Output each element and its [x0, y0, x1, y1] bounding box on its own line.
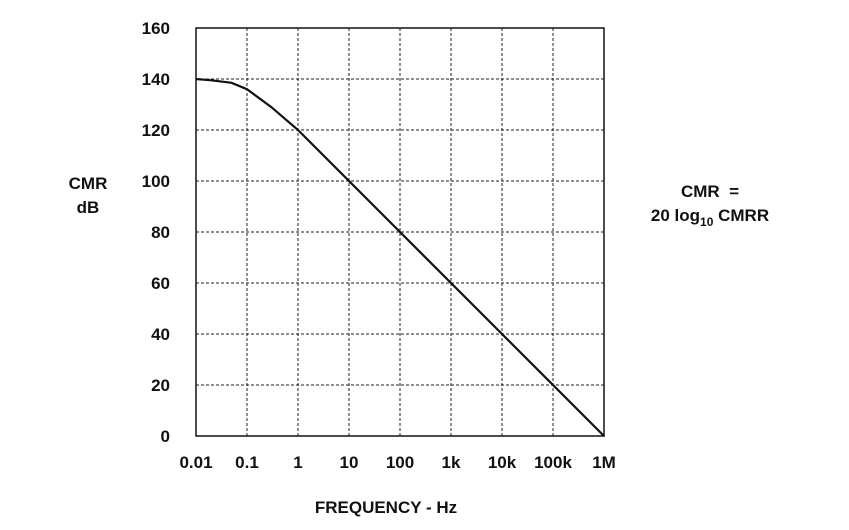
x-axis-label: FREQUENCY - Hz [315, 498, 457, 517]
annotation-line1: CMR = [681, 182, 739, 201]
y-tick-label: 0 [161, 427, 170, 446]
annotation-suffix: CMRR [713, 206, 769, 225]
y-axis-label-line1: CMR [69, 174, 108, 193]
x-tick-label: 10k [488, 453, 517, 472]
plot-frame [195, 27, 605, 437]
y-axis-label-line2: dB [77, 198, 100, 217]
x-tick-label: 1 [293, 453, 302, 472]
y-tick-label: 80 [151, 223, 170, 242]
y-tick-label: 60 [151, 274, 170, 293]
x-tick-labels: 0.01 0.1 1 10 100 1k 10k 100k 1M [179, 453, 615, 472]
y-tick-labels: 0 20 40 60 80 100 120 140 160 [142, 19, 170, 446]
grid-lines [196, 28, 604, 436]
annotation-line2: 20 log10 CMRR [651, 206, 769, 229]
x-tick-label: 1k [442, 453, 461, 472]
x-tick-label: 0.01 [179, 453, 212, 472]
annotation-prefix: 20 log [651, 206, 700, 225]
y-tick-label: 160 [142, 19, 170, 38]
x-tick-label: 1M [592, 453, 616, 472]
y-tick-label: 40 [151, 325, 170, 344]
y-tick-label: 140 [142, 70, 170, 89]
x-tick-label: 100 [386, 453, 414, 472]
x-tick-label: 10 [340, 453, 359, 472]
y-tick-label: 120 [142, 121, 170, 140]
cmr-curve [195, 77, 605, 437]
annotation-subscript: 10 [700, 215, 714, 229]
x-tick-label: 0.1 [235, 453, 259, 472]
y-tick-label: 100 [142, 172, 170, 191]
y-tick-label: 20 [151, 376, 170, 395]
x-tick-label: 100k [534, 453, 572, 472]
